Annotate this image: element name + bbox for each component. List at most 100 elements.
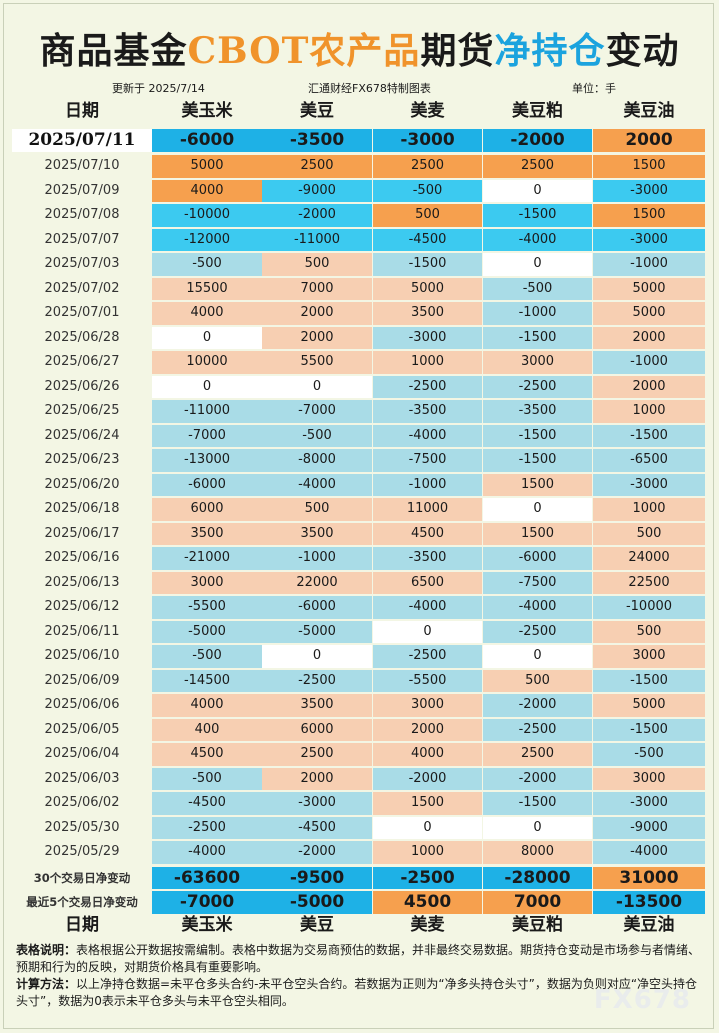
value-cell: 0: [483, 179, 592, 202]
value-cell: -4000: [483, 596, 592, 619]
value-cell: -1500: [483, 326, 592, 349]
row-date: 2025/06/25: [44, 403, 120, 418]
table-row: 2025/06/10 -500 0 -2500 0 3000: [12, 644, 706, 669]
value-cell: 5500: [262, 351, 372, 374]
row-date: 2025/07/11: [12, 129, 152, 152]
value-cell: 1500: [483, 522, 592, 545]
row-date: 2025/06/12: [44, 599, 120, 614]
watermark-logo: FX678: [593, 985, 691, 1015]
value-cell: -2000: [262, 841, 372, 864]
table-row: 2025/07/09 4000 -9000 -500 0 -3000: [12, 179, 706, 204]
table-row: 2025/06/27 10000 5500 1000 3000 -1000: [12, 350, 706, 375]
table-row: 2025/05/29 -4000 -2000 1000 8000 -4000: [12, 840, 706, 865]
row-date: 2025/06/17: [44, 525, 120, 541]
row-date: 最近5个交易日净变动: [26, 895, 138, 909]
table-row: 2025/06/06 4000 3500 3000 -2000 5000: [12, 693, 706, 718]
value-cell: 3500: [152, 522, 262, 545]
value-cell: 2500: [373, 155, 482, 178]
value-cell: 500: [593, 620, 705, 643]
value-cell: -10000: [152, 204, 262, 227]
value-cell: 0: [373, 620, 482, 643]
value-cell: 2000: [593, 326, 705, 349]
value-cell: 4000: [152, 179, 262, 202]
value-cell: 0: [262, 645, 372, 668]
value-cell: -4500: [373, 228, 482, 251]
value-cell: -2500: [373, 866, 482, 889]
row-date: 2025/06/11: [44, 623, 120, 639]
header-col-1: 美玉米: [181, 101, 233, 121]
table-row: 2025/07/02 15500 7000 5000 -500 5000: [12, 277, 706, 302]
value-cell: -2500: [483, 620, 592, 643]
value-cell: -9000: [593, 816, 705, 839]
value-cell: -3000: [593, 473, 705, 496]
value-cell: -3500: [373, 547, 482, 570]
value-cell: -2000: [483, 129, 592, 152]
row-date: 2025/06/26: [44, 378, 120, 394]
value-cell: -3000: [593, 179, 705, 202]
table-row: 2025/07/03 -500 500 -1500 0 -1000: [12, 252, 706, 277]
value-cell: -3000: [262, 792, 372, 815]
value-cell: 10000: [152, 351, 262, 374]
value-cell: -2500: [373, 375, 482, 398]
row-date: 2025/06/28: [44, 329, 120, 345]
value-cell: 4500: [373, 891, 482, 914]
value-cell: -7000: [262, 400, 372, 423]
value-cell: -14500: [152, 669, 262, 692]
value-cell: -1500: [483, 792, 592, 815]
header-date: 日期: [65, 914, 99, 935]
value-cell: 3000: [373, 694, 482, 717]
table-row: 2025/06/03 -500 2000 -2000 -2000 3000: [12, 767, 706, 792]
value-cell: -1500: [483, 204, 592, 227]
value-cell: 500: [593, 522, 705, 545]
table-row: 2025/06/05 400 6000 2000 -2500 -1500: [12, 718, 706, 743]
notes-text-description: 表格根据公开数据按需编制。表格中数据为交易商预估的数据，并非最终交易数据。期货持…: [16, 943, 701, 974]
value-cell: -5500: [373, 669, 482, 692]
value-cell: -3500: [483, 400, 592, 423]
value-cell: -3500: [262, 129, 372, 152]
table-row: 2025/06/11 -5000 -5000 0 -2500 500: [12, 620, 706, 645]
source-label: 汇通财经FX678特制图表: [308, 82, 431, 95]
table-row: 2025/07/01 4000 2000 3500 -1000 5000: [12, 301, 706, 326]
title-part-5: 变动: [605, 30, 680, 72]
value-cell: -2500: [262, 669, 372, 692]
table-row: 2025/07/08 -10000 -2000 500 -1500 1500: [12, 203, 706, 228]
title-part-4: 净持仓: [494, 30, 606, 72]
value-cell: 5000: [593, 694, 705, 717]
table-row: 2025/07/07 -12000 -11000 -4500 -4000 -3000: [12, 228, 706, 253]
value-cell: -7000: [152, 891, 262, 914]
value-cell: -3000: [593, 792, 705, 815]
value-cell: 2000: [262, 326, 372, 349]
value-cell: -5000: [152, 620, 262, 643]
value-cell: -1000: [593, 253, 705, 276]
row-date: 2025/06/10: [44, 648, 120, 663]
notes-text-method: 以上净持仓数据=未平仓多头合约-未平仓空头合约。若数据为正则为“净多头持仓头寸”…: [16, 977, 698, 1008]
value-cell: -10000: [593, 596, 705, 619]
table-row: 2025/05/30 -2500 -4500 0 0 -9000: [12, 816, 706, 841]
header-col-3: 美麦: [410, 101, 445, 121]
value-cell: 15500: [152, 277, 262, 300]
value-cell: -4000: [373, 424, 482, 447]
value-cell: -4000: [152, 841, 262, 864]
value-cell: 4000: [373, 743, 482, 766]
value-cell: -4500: [152, 792, 262, 815]
value-cell: -5000: [262, 891, 372, 914]
value-cell: -12000: [152, 228, 262, 251]
value-cell: -1000: [262, 547, 372, 570]
value-cell: -8000: [262, 449, 372, 472]
value-cell: 2000: [373, 718, 482, 741]
value-cell: -7500: [373, 449, 482, 472]
value-cell: 3000: [483, 351, 592, 374]
table-row: 2025/06/17 3500 3500 4500 1500 500: [12, 522, 706, 547]
row-date: 2025/07/07: [44, 231, 120, 247]
value-cell: -4000: [373, 596, 482, 619]
value-cell: 22500: [593, 571, 705, 594]
notes-description: 表格说明：表格根据公开数据按需编制。表格中数据为交易商预估的数据，并非最终交易数…: [16, 942, 706, 976]
row-date: 2025/06/09: [44, 672, 120, 688]
value-cell: 2500: [262, 743, 372, 766]
value-cell: 8000: [483, 841, 592, 864]
header-col-4: 美豆粕: [512, 101, 563, 121]
value-cell: 0: [483, 253, 592, 276]
value-cell: -500: [152, 645, 262, 668]
value-cell: -500: [373, 179, 482, 202]
unit-label: 单位：手: [572, 82, 616, 95]
